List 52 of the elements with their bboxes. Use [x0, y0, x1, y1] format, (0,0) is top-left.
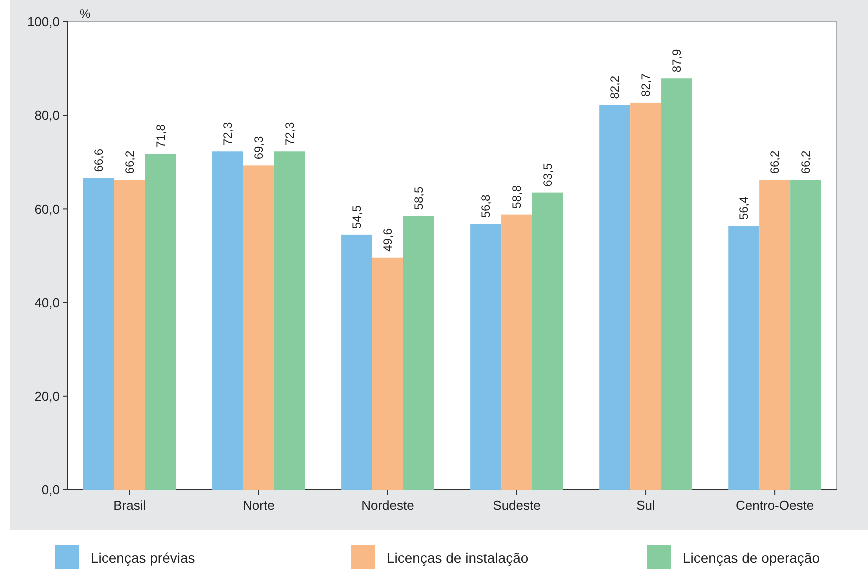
bar	[145, 154, 176, 490]
x-tick-label: Centro-Oeste	[736, 498, 814, 513]
data-label: 82,2	[608, 76, 622, 100]
x-tick-label: Nordeste	[362, 498, 414, 513]
bar	[502, 214, 532, 490]
legend-label: Licenças de instalação	[387, 550, 529, 566]
bar	[662, 78, 692, 490]
bar	[600, 105, 631, 490]
bar	[790, 180, 822, 490]
bar	[403, 216, 434, 490]
bar	[532, 192, 564, 490]
x-tick-label: Sudeste	[493, 498, 541, 513]
data-label: 66,2	[799, 150, 814, 174]
data-label: 66,2	[122, 150, 137, 174]
data-label: 58,8	[510, 185, 524, 209]
bar	[630, 102, 662, 490]
data-label: 56,4	[737, 196, 752, 220]
data-label: 66,6	[92, 148, 106, 172]
y-tick-label: 80,0	[34, 108, 60, 124]
data-label: 71,8	[154, 124, 168, 148]
data-label: 87,9	[670, 48, 684, 73]
bar	[470, 224, 502, 490]
bar	[212, 152, 244, 490]
x-tick-label: Norte	[243, 498, 275, 513]
data-label: 56,8	[479, 194, 494, 218]
data-label: 54,5	[350, 205, 364, 229]
y-tick-label: 40,0	[34, 295, 60, 310]
bar	[114, 180, 146, 490]
bar	[83, 178, 114, 490]
x-tick-label: Brasil	[114, 498, 146, 513]
data-label: 69,3	[252, 136, 266, 160]
bar	[274, 152, 306, 490]
bar	[760, 180, 791, 490]
data-label: 49,6	[380, 228, 395, 252]
y-tick-label: 60,0	[34, 202, 60, 217]
data-label: 82,7	[639, 73, 654, 97]
y-tick-label: 0,0	[42, 482, 60, 498]
y-tick-label: 100,0	[27, 14, 60, 30]
bar	[372, 258, 404, 490]
data-label: 58,5	[412, 186, 426, 210]
legend-label: Licenças de operação	[683, 550, 820, 566]
y-axis-title: %	[80, 7, 91, 21]
data-label: 66,2	[768, 150, 782, 174]
x-tick-label: Sul	[636, 498, 656, 513]
data-label: 63,5	[540, 163, 555, 187]
legend-label: Licenças prévias	[91, 550, 196, 566]
data-label: 72,3	[282, 122, 297, 146]
y-tick-label: 20,0	[34, 388, 60, 404]
bar	[728, 226, 760, 490]
data-label: 72,3	[220, 122, 235, 146]
bar	[342, 234, 373, 490]
bar	[243, 166, 274, 490]
